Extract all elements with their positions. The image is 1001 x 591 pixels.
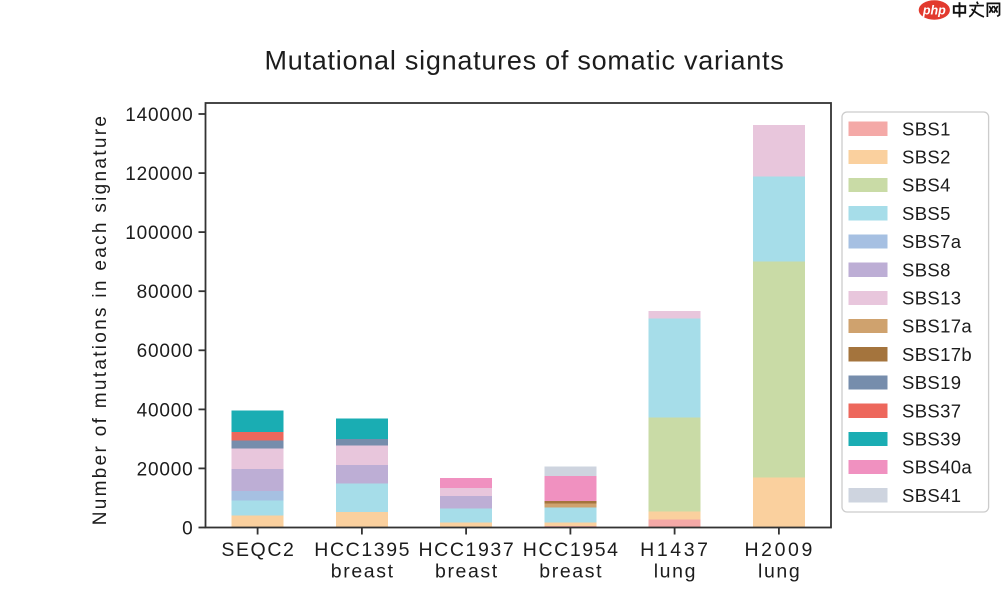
svg-text:SBS4: SBS4 <box>902 175 951 196</box>
svg-text:80000: 80000 <box>137 282 194 303</box>
svg-text:SBS13: SBS13 <box>902 288 961 309</box>
svg-text:H2009: H2009 <box>744 539 814 561</box>
svg-text:60000: 60000 <box>137 341 194 362</box>
svg-text:breast: breast <box>435 561 499 583</box>
svg-text:Number of mutations in each si: Number of mutations in each signature <box>90 114 111 525</box>
svg-text:SBS40a: SBS40a <box>902 457 972 478</box>
svg-text:SEQC2: SEQC2 <box>221 539 295 561</box>
svg-text:lung: lung <box>758 561 801 583</box>
svg-text:SBS41: SBS41 <box>902 485 961 506</box>
svg-text:SBS19: SBS19 <box>902 372 961 393</box>
svg-text:breast: breast <box>539 561 603 583</box>
svg-text:HCC1954: HCC1954 <box>523 539 620 561</box>
svg-text:SBS39: SBS39 <box>902 429 961 450</box>
svg-text:100000: 100000 <box>125 223 193 244</box>
svg-text:140000: 140000 <box>125 105 193 126</box>
svg-text:Mutational signatures of somat: Mutational signatures of somatic variant… <box>265 46 785 76</box>
svg-text:SBS17b: SBS17b <box>902 344 972 365</box>
svg-text:SBS5: SBS5 <box>902 203 951 224</box>
svg-text:H1437: H1437 <box>640 539 710 561</box>
svg-text:php: php <box>922 3 946 17</box>
svg-text:0: 0 <box>182 518 193 539</box>
svg-text:SBS7a: SBS7a <box>902 231 962 252</box>
svg-text:20000: 20000 <box>137 459 194 480</box>
svg-text:SBS2: SBS2 <box>902 147 951 168</box>
svg-text:SBS1: SBS1 <box>902 118 951 139</box>
svg-text:HCC1395: HCC1395 <box>314 539 411 561</box>
svg-text:SBS17a: SBS17a <box>902 316 972 337</box>
svg-text:40000: 40000 <box>137 400 194 421</box>
svg-text:SBS37: SBS37 <box>902 400 961 421</box>
svg-text:HCC1937: HCC1937 <box>418 539 515 561</box>
svg-text:120000: 120000 <box>125 164 193 185</box>
svg-text:SBS8: SBS8 <box>902 259 951 280</box>
svg-text:lung: lung <box>654 561 697 583</box>
svg-text:breast: breast <box>331 561 395 583</box>
